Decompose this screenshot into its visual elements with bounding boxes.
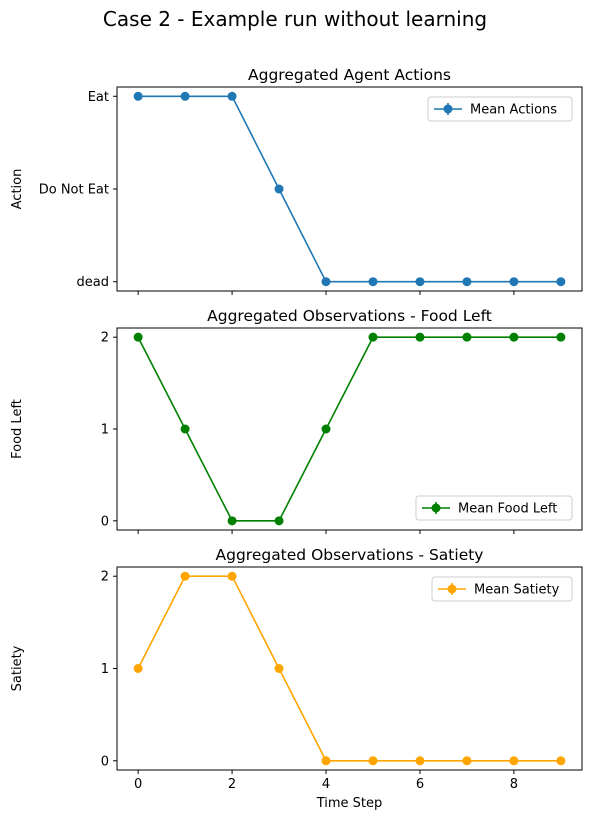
- legend-label: Mean Actions: [470, 103, 557, 118]
- chart-panel-1: Aggregated Observations - Food Left Food …: [10, 307, 583, 534]
- data-point: [274, 516, 284, 526]
- data-point: [509, 332, 519, 342]
- data-point: [321, 756, 331, 766]
- legend-marker: [431, 503, 441, 513]
- legend-box: [427, 96, 573, 122]
- legend-label: Mean Satiety: [474, 583, 560, 598]
- data-point: [509, 756, 519, 766]
- legend-label: Mean Food Left: [458, 502, 557, 517]
- y-tick-label: 2: [101, 570, 109, 585]
- y-tick-label: 1: [101, 662, 109, 677]
- data-point: [180, 424, 190, 434]
- data-point: [274, 664, 284, 673]
- chart-title: Aggregated Agent Actions: [248, 66, 451, 84]
- data-point: [462, 756, 472, 766]
- x-tick-label: 6: [416, 777, 424, 792]
- data-point: [180, 91, 190, 101]
- data-point: [133, 332, 143, 342]
- series-line: [137, 575, 561, 762]
- y-tick-label: Eat: [88, 90, 109, 105]
- legend: Mean Food Left: [415, 495, 573, 521]
- y-axis-label: Satiety: [10, 645, 25, 691]
- data-point: [462, 332, 472, 342]
- data-point: [227, 91, 237, 101]
- x-tick-label: 8: [510, 777, 518, 792]
- y-tick-label: dead: [77, 275, 109, 290]
- y-tick-label: 0: [101, 514, 109, 529]
- y-axis-label: Food Left: [10, 399, 25, 459]
- data-point: [321, 277, 331, 287]
- data-point: [556, 756, 566, 766]
- data-point: [227, 516, 237, 526]
- data-point: [274, 184, 284, 194]
- legend: Mean Actions: [427, 96, 573, 122]
- data-point: [415, 756, 425, 766]
- legend-marker: [443, 104, 453, 114]
- data-point: [462, 277, 472, 287]
- series-line: [138, 95, 561, 283]
- data-point: [368, 756, 378, 766]
- data-point: [368, 277, 378, 287]
- y-tick-label: 1: [101, 423, 109, 438]
- plot-frame: [116, 327, 583, 531]
- x-axis-label: Time Step: [316, 796, 383, 811]
- data-point: [133, 91, 143, 101]
- x-tick-label: 2: [228, 777, 236, 792]
- plot-frame: [116, 566, 583, 771]
- y-tick-label: 2: [101, 331, 109, 346]
- legend-marker: [447, 584, 457, 594]
- y-tick-label: Do Not Eat: [39, 183, 109, 198]
- data-point: [368, 332, 378, 342]
- legend-box: [415, 495, 573, 521]
- data-point: [133, 664, 143, 673]
- data-point: [415, 277, 425, 287]
- data-point: [509, 277, 519, 287]
- chart-panel-0: Aggregated Agent Actions Action dead Do Not…: [10, 66, 583, 295]
- data-point: [415, 332, 425, 342]
- y-tick-label: 0: [101, 754, 109, 769]
- x-tick-label: 4: [322, 777, 330, 792]
- data-point: [556, 277, 566, 287]
- data-point: [321, 424, 331, 434]
- legend: Mean Satiety: [431, 576, 573, 602]
- legend-box: [431, 576, 573, 602]
- data-point: [180, 571, 190, 581]
- y-axis-label: Action: [10, 169, 25, 210]
- chart-title: Aggregated Observations - Food Left: [207, 307, 492, 325]
- x-tick-label: 0: [134, 777, 142, 792]
- series-line: [137, 336, 561, 522]
- plot-frame: [116, 86, 583, 292]
- chart-panel-2: Aggregated Observations - Satiety Satiety…: [10, 546, 583, 811]
- figure-title: Case 2 - Example run without learning: [103, 7, 487, 31]
- data-point: [227, 571, 237, 581]
- chart-title: Aggregated Observations - Satiety: [216, 546, 484, 564]
- data-point: [556, 332, 566, 342]
